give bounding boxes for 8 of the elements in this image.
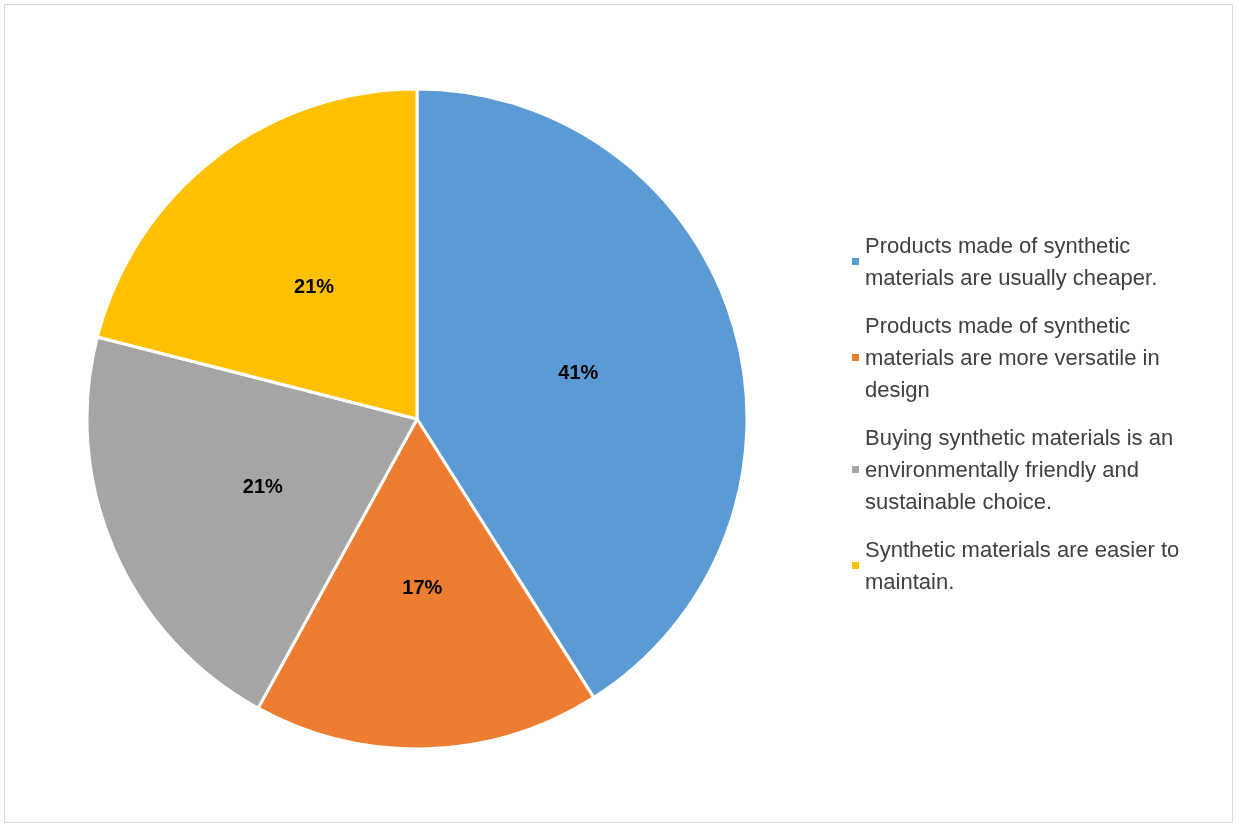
legend-label: Buying synthetic materials is an environmentally friendly and sustainable choice. [865, 425, 1180, 514]
data-label: 21% [294, 275, 335, 298]
legend-label: Products made of synthetic materials are usually cheaper. [865, 233, 1158, 290]
legend-label: Products made of synthetic materials are more versatile in design [865, 313, 1166, 402]
legend-label: Synthetic materials are easier to maintain. [865, 537, 1186, 594]
data-label: 17% [402, 575, 443, 598]
data-label: 41% [558, 361, 599, 384]
data-label: 21% [242, 474, 284, 497]
